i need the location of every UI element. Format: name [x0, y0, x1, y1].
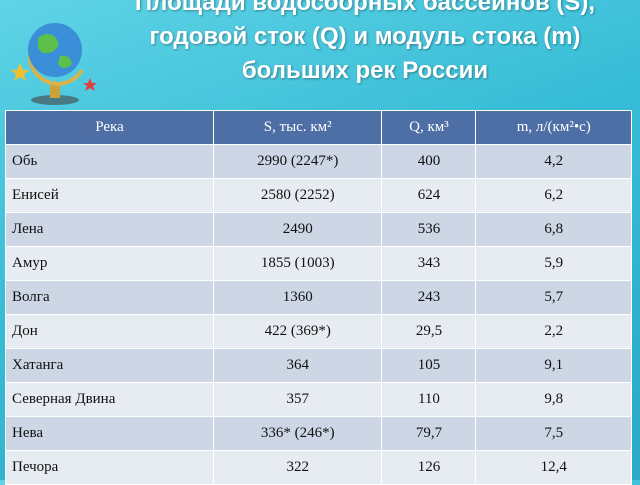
table-row: Печора 322 126 12,4 — [5, 450, 632, 485]
header-cell: S, тыс. км² — [212, 110, 383, 145]
river-name: Лена — [5, 212, 214, 247]
table-row: Волга 1360 243 5,7 — [5, 280, 632, 315]
value-cell: 105 — [381, 348, 477, 383]
value-cell: 6,8 — [475, 212, 632, 247]
river-name: Северная Двина — [5, 382, 214, 417]
value-cell: 6,2 — [475, 178, 632, 213]
table-row: Нева 336* (246*) 79,7 7,5 — [5, 416, 632, 451]
header-row: Река S, тыс. км² Q, км³ m, л/(км²•с) — [5, 110, 632, 145]
value-cell: 2490 — [212, 212, 383, 247]
value-cell: 357 — [212, 382, 383, 417]
header-cell: Q, км³ — [381, 110, 477, 145]
river-name: Хатанга — [5, 348, 214, 383]
value-cell: 422 (369*) — [212, 314, 383, 349]
river-name: Обь — [5, 144, 214, 179]
rivers-table: Река S, тыс. км² Q, км³ m, л/(км²•с) Обь 299… — [5, 110, 632, 485]
value-cell: 343 — [381, 246, 477, 281]
globe-icon — [10, 23, 97, 105]
value-cell: 110 — [381, 382, 477, 417]
value-cell: 400 — [381, 144, 477, 179]
value-cell: 2990 (2247*) — [212, 144, 383, 179]
table-row: Дон 422 (369*) 29,5 2,2 — [5, 314, 632, 349]
value-cell: 9,1 — [475, 348, 632, 383]
value-cell: 624 — [381, 178, 477, 213]
table-body: Обь 2990 (2247*) 400 4,2 Енисей 2580 (2252) 62… — [5, 144, 632, 485]
value-cell: 9,8 — [475, 382, 632, 417]
table-row: Лена 2490 536 6,8 — [5, 212, 632, 247]
river-name: Нева — [5, 416, 214, 451]
river-name: Волга — [5, 280, 214, 315]
value-cell: 79,7 — [381, 416, 477, 451]
value-cell: 1855 (1003) — [212, 246, 383, 281]
value-cell: 5,9 — [475, 246, 632, 281]
value-cell: 126 — [381, 450, 477, 485]
value-cell: 7,5 — [475, 416, 632, 451]
river-name: Печора — [5, 450, 214, 485]
value-cell: 5,7 — [475, 280, 632, 315]
river-name: Амур — [5, 246, 214, 281]
table-row: Обь 2990 (2247*) 400 4,2 — [5, 144, 632, 179]
river-name: Енисей — [5, 178, 214, 213]
value-cell: 2,2 — [475, 314, 632, 349]
value-cell: 1360 — [212, 280, 383, 315]
value-cell: 2580 (2252) — [212, 178, 383, 213]
header-cell: m, л/(км²•с) — [475, 110, 632, 145]
value-cell: 4,2 — [475, 144, 632, 179]
value-cell: 364 — [212, 348, 383, 383]
value-cell: 12,4 — [475, 450, 632, 485]
header-cell: Река — [5, 110, 214, 145]
value-cell: 336* (246*) — [212, 416, 383, 451]
value-cell: 29,5 — [381, 314, 477, 349]
table-row: Хатанга 364 105 9,1 — [5, 348, 632, 383]
river-name: Дон — [5, 314, 214, 349]
table-row: Енисей 2580 (2252) 624 6,2 — [5, 178, 632, 213]
table-row: Северная Двина 357 110 9,8 — [5, 382, 632, 417]
value-cell: 536 — [381, 212, 477, 247]
slide-title: Площади водосборных бассейнов (S), годов… — [134, 0, 596, 84]
table-row: Амур 1855 (1003) 343 5,9 — [5, 246, 632, 281]
value-cell: 322 — [212, 450, 383, 485]
value-cell: 243 — [381, 280, 477, 315]
